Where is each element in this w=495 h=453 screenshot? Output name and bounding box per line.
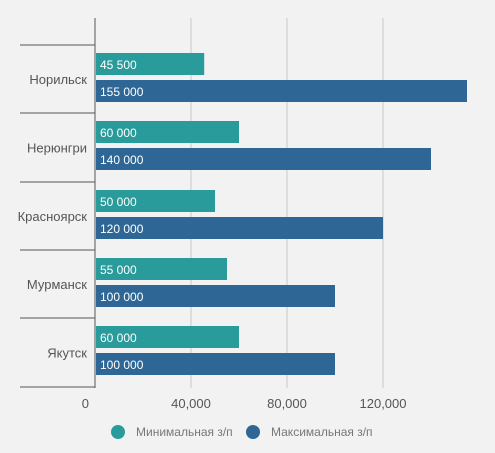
bar-value-label: 100 000 — [100, 290, 144, 304]
category-label: Нерюнгри — [27, 141, 87, 156]
legend-label: Максимальная з/п — [271, 425, 373, 439]
category-label: Мурманск — [27, 277, 87, 292]
bar-min — [96, 53, 205, 75]
legend-label: Минимальная з/п — [136, 425, 233, 439]
legend-marker — [111, 425, 125, 439]
bar-value-label: 140 000 — [100, 153, 144, 167]
bar-value-label: 50 000 — [100, 195, 137, 209]
bar-min — [96, 121, 239, 143]
bar-value-label: 60 000 — [100, 126, 137, 140]
bar-min — [96, 258, 227, 280]
bar-max — [96, 80, 467, 102]
bar-max — [96, 217, 383, 239]
category-labels: Норильск Нерюнгри Красноярск Мурманск Якутск — [18, 72, 88, 361]
bar-min — [96, 326, 239, 348]
x-tick-label: 0 — [82, 396, 89, 411]
bar-value-label: 100 000 — [100, 358, 144, 372]
category-label: Норильск — [29, 72, 87, 87]
x-axis-ticks: 0 40,000 80,000 120,000 — [82, 396, 407, 411]
x-tick-label: 120,000 — [360, 396, 407, 411]
bar-value-label: 55 000 — [100, 263, 137, 277]
bar-value-label: 60 000 — [100, 331, 137, 345]
bar-max — [96, 148, 431, 170]
bars-layer: 45 500 155 000 60 000 140 000 50 000 120 000 5… — [96, 53, 467, 375]
bar-min — [96, 190, 215, 212]
bar-value-label: 155 000 — [100, 85, 144, 99]
grid-layer — [20, 18, 384, 388]
category-label: Красноярск — [18, 209, 88, 224]
bar-value-label: 120 000 — [100, 222, 144, 236]
legend: Минимальная з/п Максимальная з/п — [111, 425, 373, 439]
bar-value-label: 45 500 — [100, 58, 137, 72]
x-tick-label: 80,000 — [267, 396, 307, 411]
bar-max — [96, 285, 335, 307]
category-label: Якутск — [47, 346, 87, 361]
x-tick-label: 40,000 — [171, 396, 211, 411]
legend-marker — [246, 425, 260, 439]
bar-max — [96, 353, 335, 375]
